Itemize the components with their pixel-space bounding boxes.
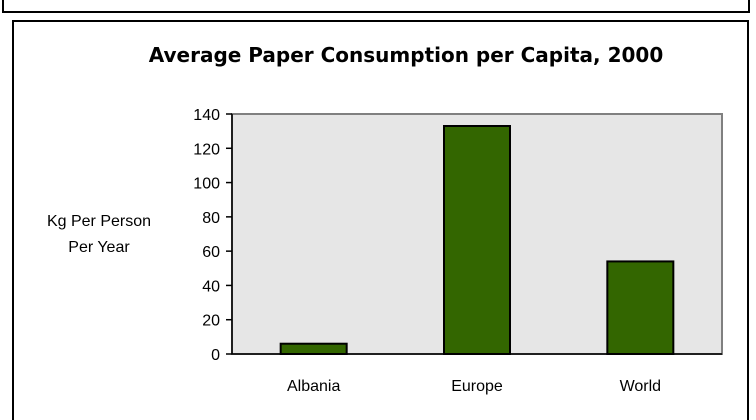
chart-title: Average Paper Consumption per Capita, 20…: [149, 43, 664, 67]
y-tick-label: 120: [193, 141, 220, 158]
chart: Average Paper Consumption per Capita, 20…: [47, 43, 723, 395]
y-tick-label: 80: [202, 210, 220, 227]
x-axis: Albania Europe World: [287, 378, 661, 395]
y-axis-label-line-1: Kg Per Person: [47, 213, 151, 230]
bar-europe: [443, 125, 511, 355]
y-tick-label: 140: [193, 107, 220, 124]
y-tick-label: 100: [193, 176, 220, 193]
y-tick-label: 0: [211, 347, 220, 364]
x-tick-label-europe: Europe: [451, 378, 503, 395]
bar-world: [606, 260, 675, 355]
y-tick-label: 40: [202, 278, 220, 295]
y-tick-label: 60: [202, 244, 220, 261]
bars: [279, 125, 675, 356]
x-tick-label-albania: Albania: [287, 378, 340, 395]
chart-frame: [12, 20, 749, 420]
y-axis: 0 20 40 60 80 100 120 140: [193, 107, 722, 364]
top-frame-border: [2, 0, 750, 13]
x-tick-label-world: World: [620, 378, 662, 395]
bar-albania: [279, 342, 348, 356]
y-axis-label-line-2: Per Year: [68, 239, 130, 256]
y-tick-label: 20: [202, 313, 220, 330]
